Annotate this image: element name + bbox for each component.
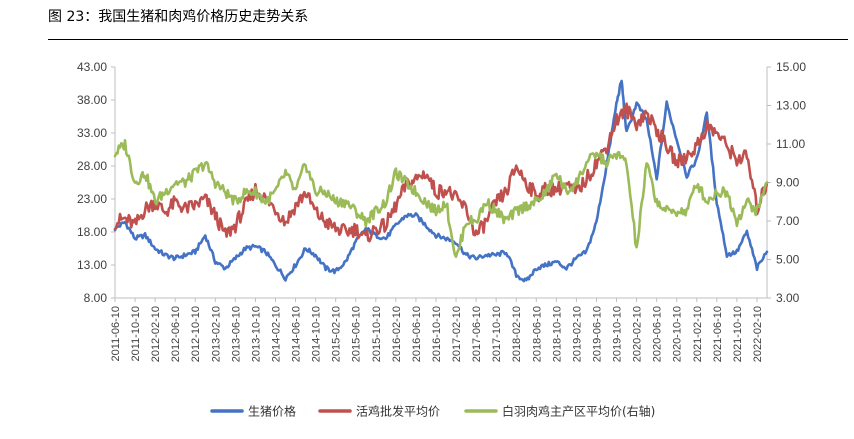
legend-pig-price-label: 生猪价格 [248, 404, 296, 419]
y2-tick-label: 7.00 [776, 214, 800, 228]
x-tick-label: 2011-10-10 [130, 306, 142, 361]
x-tick-label: 2017-06-10 [471, 306, 483, 362]
x-tick-label: 2017-02-10 [451, 306, 463, 362]
y2-tick-label: 3.00 [776, 291, 800, 305]
y2-tick-label: 11.00 [776, 137, 805, 151]
x-tick-label: 2021-06-10 [712, 306, 724, 362]
x-tick-label: 2020-06-10 [652, 306, 664, 362]
figure-title: 图 23：我国生猪和肉鸡价格历史走势关系 [48, 9, 309, 25]
x-tick-label: 2015-06-10 [351, 306, 363, 362]
x-tick-label: 2015-10-10 [371, 306, 383, 362]
y-tick-label: 28.00 [77, 159, 107, 173]
legend-chicken-wholesale-label: 活鸡批发平均价 [356, 404, 440, 419]
x-tick-label: 2015-02-10 [331, 306, 343, 362]
title-rule [48, 39, 848, 40]
x-tick-label: 2021-02-10 [692, 306, 704, 362]
x-tick-label: 2014-02-10 [270, 306, 282, 362]
x-tick-label: 2012-06-10 [170, 306, 182, 362]
y2-tick-label: 5.00 [776, 253, 800, 267]
broiler-price-line [113, 139, 769, 259]
x-tick-label: 2017-10-10 [491, 306, 503, 362]
chicken-wholesale-line [113, 102, 769, 243]
x-tick-label: 2013-02-10 [210, 306, 222, 362]
x-tick-label: 2013-06-10 [230, 306, 242, 362]
y-tick-label: 38.00 [77, 93, 107, 107]
x-tick-label: 2012-02-10 [150, 306, 162, 362]
y-tick-label: 13.00 [77, 258, 107, 272]
pig-price-line [113, 79, 769, 283]
x-tick-label: 2014-10-10 [311, 306, 323, 362]
y2-tick-label: 9.00 [776, 176, 800, 190]
x-tick-label: 2018-10-10 [551, 306, 563, 362]
y2-tick-label: 13.00 [776, 99, 806, 113]
x-tick-label: 2018-06-10 [531, 306, 543, 362]
y-tick-label: 23.00 [77, 192, 107, 206]
x-tick-label: 2018-02-10 [511, 306, 523, 362]
y-tick-label: 43.00 [77, 60, 107, 74]
x-tick-label: 2019-10-10 [612, 306, 624, 362]
y2-tick-label: 15.00 [776, 60, 806, 74]
x-tick-label: 2019-06-10 [591, 306, 603, 362]
x-tick-label: 2013-10-10 [250, 306, 262, 362]
y-tick-label: 33.00 [77, 126, 107, 140]
x-tick-label: 2020-02-10 [632, 306, 644, 362]
x-tick-label: 2022-02-10 [752, 306, 764, 362]
x-tick-label: 2016-10-10 [431, 306, 443, 362]
x-tick-label: 2016-02-10 [391, 306, 403, 362]
x-tick-label: 2016-06-10 [411, 306, 423, 362]
x-tick-label: 2021-10-10 [732, 306, 744, 362]
y-tick-label: 18.00 [77, 225, 107, 239]
x-tick-label: 2014-06-10 [291, 306, 303, 362]
x-tick-label: 2012-10-10 [190, 306, 202, 362]
x-tick-label: 2019-02-10 [571, 306, 583, 362]
x-tick-label: 2020-10-10 [672, 306, 684, 362]
y-tick-label: 8.00 [84, 291, 108, 305]
legend-broiler-price-label: 白羽肉鸡主产区平均价(右轴) [502, 404, 655, 419]
x-tick-label: 2011-06-10 [110, 306, 122, 361]
